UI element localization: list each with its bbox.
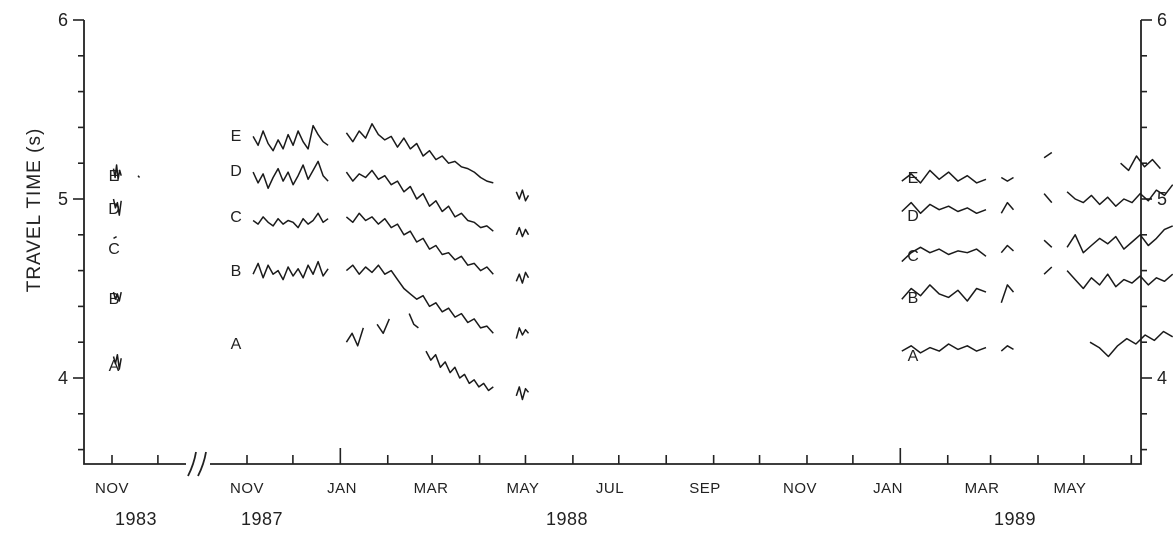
series-D-segment [901,201,987,215]
chart-labels: 4 4 5 5 6 6 NOV 1983 NOV 1987 JAN MAR MAY 1988 JUL SEP N… [58,10,1167,529]
series-label-A: A [109,358,120,375]
x-month-label: MAR [965,480,1000,497]
series-A-segment [112,353,122,370]
series-C-segment [1000,244,1014,254]
series-D-segment [1000,201,1015,214]
axis-break-gap [186,461,210,467]
series-C-segment [113,235,117,240]
series-label-E: E [109,168,120,185]
x-year-label: 1987 [241,509,283,529]
series-label-D: D [108,201,120,218]
x-year-label: 1988 [546,509,588,529]
series-B-segment [252,260,329,281]
series-A-segment [901,343,987,354]
series-D-segment [1066,184,1173,207]
x-month-label: NOV [230,480,264,497]
series-C-segment [1043,239,1053,248]
series-E-segment [1043,151,1053,159]
y-tick-label-right: 6 [1157,10,1167,30]
series-label-C: C [907,248,919,265]
series-B-segment [345,264,494,334]
x-month-label: JAN [327,480,357,497]
x-month-label: JAN [873,480,903,497]
series-label-B: B [231,263,242,280]
y-tick-label-right: 5 [1157,189,1167,209]
x-year-label: 1989 [994,509,1036,529]
series-C-segment [515,271,530,284]
series-C-segment [252,212,329,229]
series-label-B: B [109,291,120,308]
series-A-segment [1000,345,1014,352]
series-D-segment [1043,193,1053,204]
series-A-segment [515,386,530,401]
series-B-segment [901,284,987,302]
series-E-segment [901,169,987,184]
y-axis-title: TRAVEL TIME (s) [24,128,45,293]
x-month-label: MAY [1054,480,1087,497]
x-month-label: SEP [689,480,721,497]
x-month-label: MAR [414,480,449,497]
series-A [112,313,1173,401]
series-E-segment [1000,176,1014,182]
series-B [112,260,1173,339]
series-label-B: B [908,290,919,307]
series-E-segment [252,124,329,152]
y-tick-label-left: 4 [58,368,68,388]
series-B-segment [1000,284,1015,304]
series-C [113,212,1173,284]
series-D-segment [112,198,122,216]
series-label-D: D [907,208,919,225]
series-B-segment [1066,270,1173,290]
axis-break-mark [187,451,197,477]
series-D [112,160,1173,238]
axis-frame [83,20,1142,465]
series-C-segment [901,246,987,263]
series-label-A: A [908,348,919,365]
series-E-segment [1120,155,1161,172]
series-E-segment [112,164,122,181]
series-label-E: E [908,170,919,187]
series-A-segment [1089,330,1173,358]
series-A-segment [408,313,419,329]
series-A-segment [425,350,494,392]
axis-break-mark [197,451,207,477]
x-month-label: JUL [596,480,624,497]
series-D-segment [515,226,530,238]
axes [73,19,1152,477]
series-label-D: D [230,163,242,180]
x-year-label: 1983 [115,509,157,529]
series-E-segment [345,123,494,184]
x-month-label: MAY [507,480,540,497]
series-D-segment [252,160,329,190]
series-D-segment [345,169,494,232]
series-A-segment [345,327,365,347]
series-E [112,123,1161,202]
series-label-A: A [231,336,242,353]
series-C-segment [1066,225,1173,254]
series-A-segment [376,318,390,335]
series-label-C: C [108,241,120,258]
series-B-segment [112,291,122,302]
y-tick-label-right: 4 [1157,368,1167,388]
y-tick-label-left: 6 [58,10,68,30]
y-tick-label-left: 5 [58,189,68,209]
series-B-segment [515,327,530,339]
series-E-segment [137,175,141,178]
x-month-label: NOV [95,480,129,497]
series-B-segment [1043,266,1053,275]
series-label-E: E [231,128,242,145]
series-E-segment [515,189,530,202]
series-C-segment [345,212,494,275]
series-traces [112,123,1173,401]
series-label-C: C [230,209,242,226]
x-month-label: NOV [783,480,817,497]
